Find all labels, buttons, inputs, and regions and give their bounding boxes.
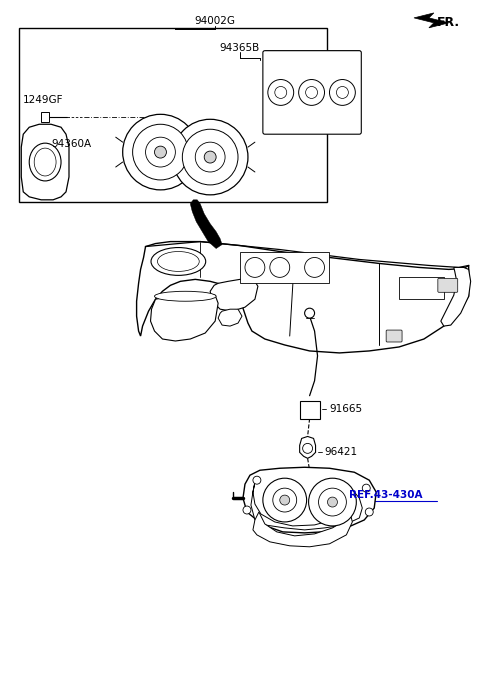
Polygon shape <box>300 437 315 458</box>
FancyBboxPatch shape <box>438 279 458 292</box>
Circle shape <box>155 146 167 158</box>
Polygon shape <box>21 124 69 200</box>
Circle shape <box>280 495 290 505</box>
Bar <box>240 251 329 283</box>
Polygon shape <box>210 279 258 311</box>
Bar <box>399 277 444 299</box>
Circle shape <box>327 497 337 507</box>
Polygon shape <box>251 482 362 530</box>
Polygon shape <box>151 294 218 341</box>
Circle shape <box>182 129 238 185</box>
Ellipse shape <box>29 143 61 181</box>
Text: 96421: 96421 <box>324 447 358 458</box>
Circle shape <box>362 484 370 492</box>
Circle shape <box>195 142 225 172</box>
Circle shape <box>268 80 294 106</box>
Circle shape <box>263 478 307 522</box>
Circle shape <box>204 151 216 163</box>
Text: 94360A: 94360A <box>51 139 91 149</box>
Ellipse shape <box>151 247 206 275</box>
Text: 91665: 91665 <box>329 404 362 413</box>
Polygon shape <box>243 467 376 533</box>
Polygon shape <box>414 13 449 28</box>
Circle shape <box>299 80 324 106</box>
Text: 94002G: 94002G <box>195 16 236 26</box>
Polygon shape <box>190 200 222 249</box>
Ellipse shape <box>157 251 199 272</box>
Circle shape <box>306 86 318 99</box>
Circle shape <box>336 86 348 99</box>
Bar <box>41 112 49 123</box>
Ellipse shape <box>155 291 216 301</box>
Circle shape <box>145 137 175 167</box>
Circle shape <box>253 476 261 484</box>
Ellipse shape <box>34 148 56 176</box>
Circle shape <box>132 124 188 180</box>
Circle shape <box>319 488 347 516</box>
Polygon shape <box>137 242 468 353</box>
Text: 1249GF: 1249GF <box>23 95 64 106</box>
Circle shape <box>305 308 314 318</box>
Polygon shape <box>253 510 352 547</box>
Polygon shape <box>218 309 242 326</box>
Bar <box>300 400 320 419</box>
Text: FR.: FR. <box>437 16 460 29</box>
FancyBboxPatch shape <box>386 330 402 342</box>
Circle shape <box>172 119 248 195</box>
Text: 94365B: 94365B <box>220 43 260 52</box>
Circle shape <box>329 80 355 106</box>
Polygon shape <box>441 268 471 326</box>
FancyBboxPatch shape <box>263 50 361 134</box>
Circle shape <box>365 508 373 516</box>
Circle shape <box>309 478 356 526</box>
Circle shape <box>243 506 251 514</box>
Circle shape <box>123 114 198 190</box>
Circle shape <box>302 443 312 454</box>
Circle shape <box>273 488 297 512</box>
Bar <box>19 28 327 202</box>
Text: REF.43-430A: REF.43-430A <box>349 490 423 500</box>
Circle shape <box>275 86 287 99</box>
